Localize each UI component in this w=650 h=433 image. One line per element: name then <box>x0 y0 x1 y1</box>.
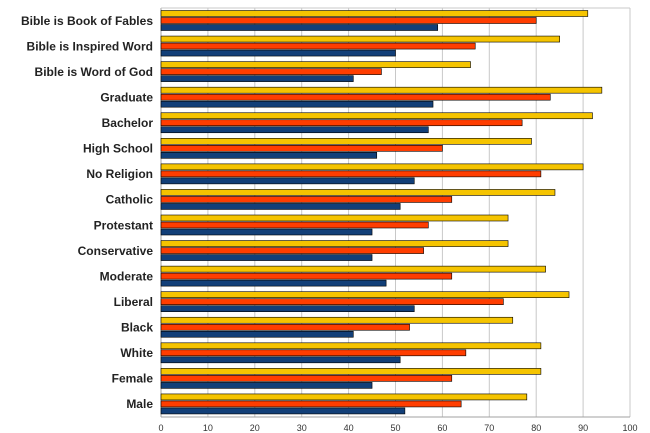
bar-series-1 <box>160 138 532 145</box>
bar-series-2 <box>160 375 453 382</box>
x-tick-label: 70 <box>484 423 494 433</box>
category-label: Protestant <box>94 218 153 232</box>
bar-series-3 <box>160 254 373 261</box>
category-label: No Religion <box>86 167 153 181</box>
bar-series-2 <box>160 119 523 127</box>
x-tick-label: 50 <box>390 423 400 433</box>
bar-series-2 <box>160 170 542 178</box>
bar-series-3 <box>160 75 354 82</box>
x-tick-label: 80 <box>531 423 541 433</box>
category-label: Bible is Word of God <box>35 65 153 79</box>
bar-series-2 <box>160 221 429 229</box>
bar-series-2 <box>160 298 504 305</box>
bar-series-3 <box>160 330 354 338</box>
x-tick-label: 100 <box>622 423 637 433</box>
bar-series-2 <box>160 400 462 408</box>
bar-series-3 <box>160 152 378 159</box>
bar-series-3 <box>160 356 401 364</box>
bar-series-1 <box>160 316 514 324</box>
bar-series-2 <box>160 145 443 152</box>
bar-series-3 <box>160 228 373 236</box>
bar-series-1 <box>160 189 556 196</box>
bar-series-1 <box>160 291 570 298</box>
bar-series-2 <box>160 247 424 254</box>
x-tick-label: 30 <box>297 423 307 433</box>
x-tick-label: 0 <box>158 423 163 433</box>
bar-series-3 <box>160 407 406 415</box>
bar-series-2 <box>160 323 410 331</box>
x-tick-label: 10 <box>203 423 213 433</box>
x-tick-label: 20 <box>250 423 260 433</box>
bar-series-3 <box>160 305 415 312</box>
bar-series-1 <box>160 61 471 68</box>
category-label: Liberal <box>114 295 153 309</box>
bar-series-2 <box>160 17 537 24</box>
bar-series-1 <box>160 86 603 94</box>
category-labels: Bible is Book of Fables Bible is Inspired… <box>21 14 153 411</box>
category-label: Bible is Inspired Word <box>27 39 153 53</box>
category-label: Bachelor <box>102 116 154 130</box>
x-tick-label: 60 <box>437 423 447 433</box>
bar-series-1 <box>160 265 546 273</box>
bar-series-2 <box>160 349 467 357</box>
bar-series-3 <box>160 279 387 287</box>
bar-series-3 <box>160 126 429 134</box>
bar-series-1 <box>160 112 593 120</box>
bar-series-1 <box>160 368 542 375</box>
category-label: Black <box>121 321 153 335</box>
category-label: Catholic <box>106 193 154 207</box>
category-label: Conservative <box>78 244 154 258</box>
bar-series-3 <box>160 24 439 31</box>
bar-series-3 <box>160 177 415 185</box>
category-label: White <box>120 346 153 360</box>
bar-series-3 <box>160 203 401 210</box>
bar-series-2 <box>160 42 476 50</box>
bar-series-1 <box>160 35 560 43</box>
x-tick-label: 40 <box>344 423 354 433</box>
bar-series-1 <box>160 240 509 247</box>
bar-series-1 <box>160 342 542 350</box>
bar-series-2 <box>160 272 453 280</box>
bar-series-2 <box>160 68 382 75</box>
bar-series-3 <box>160 49 396 57</box>
x-tick-label: 90 <box>578 423 588 433</box>
bar-series-3 <box>160 382 373 389</box>
bar-series-2 <box>160 196 453 203</box>
category-label: Male <box>126 397 153 411</box>
bar-series-1 <box>160 10 589 17</box>
bars <box>160 10 603 415</box>
bar-series-1 <box>160 214 509 222</box>
category-label: Bible is Book of Fables <box>21 14 153 28</box>
category-label: Female <box>112 372 154 386</box>
category-label: High School <box>83 142 153 156</box>
bar-series-2 <box>160 93 551 101</box>
bar-series-1 <box>160 163 584 171</box>
category-label: Graduate <box>100 90 153 104</box>
bar-series-1 <box>160 393 528 401</box>
category-label: Moderate <box>100 269 154 283</box>
bar-series-3 <box>160 100 434 108</box>
x-axis-ticks: 0 10 20 30 40 50 60 70 80 90 100 <box>158 423 637 433</box>
